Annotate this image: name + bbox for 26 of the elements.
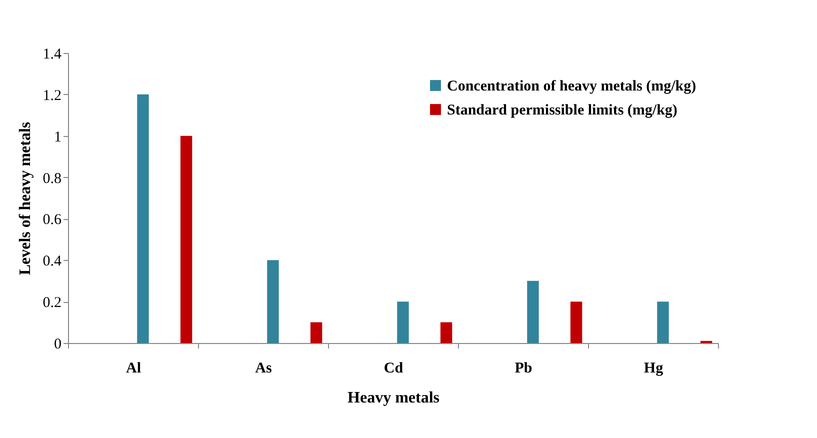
y-axis-title: Levels of heavy metals (16, 122, 34, 276)
legend-label: Concentration of heavy metals (mg/kg) (447, 78, 696, 94)
bar (180, 136, 192, 343)
bar (310, 322, 322, 343)
x-tick-label: Pb (514, 360, 532, 376)
legend-label: Standard permissible limits (mg/kg) (447, 102, 678, 118)
x-tick-label: Hg (644, 360, 664, 376)
y-tick-label: 0.6 (42, 212, 62, 228)
bar (397, 302, 409, 343)
x-tick-label: As (255, 360, 272, 376)
x-tick-label: Cd (384, 360, 404, 376)
y-tick-label: 0.4 (42, 254, 62, 270)
y-tick-label: 0.8 (42, 170, 62, 187)
y-tick-label: 1 (54, 129, 62, 146)
bar (137, 94, 149, 343)
y-tick-label: 0 (54, 336, 62, 352)
y-tick-label: 0.2 (42, 295, 62, 312)
bar (570, 302, 582, 343)
y-tick-label: 1.4 (42, 46, 62, 62)
y-tick-label: 1.2 (42, 88, 62, 104)
bar (440, 322, 452, 343)
bar (267, 260, 279, 343)
bar (657, 302, 669, 343)
x-tick-label: Al (126, 360, 141, 376)
bar (527, 280, 539, 343)
x-axis-title: Heavy metals (348, 390, 440, 406)
